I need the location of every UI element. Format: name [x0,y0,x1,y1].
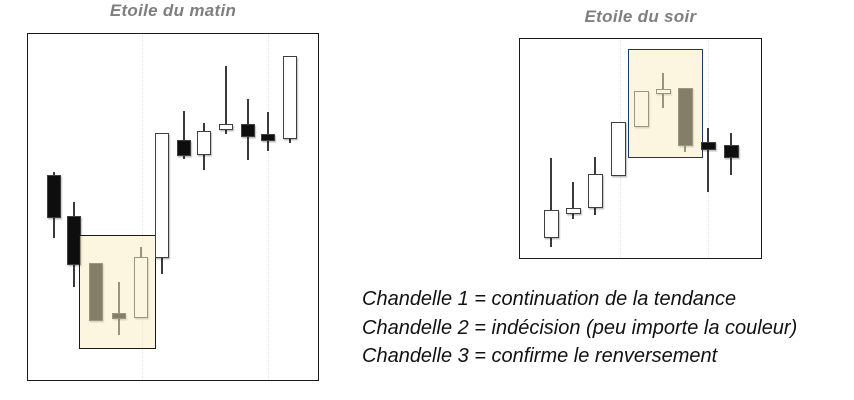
legend-line-candle-3: Chandelle 3 = confirme le renversement [362,345,718,367]
candle-wick [225,66,227,134]
gridline [268,35,269,379]
candle-body-white [197,131,211,155]
candle-body-white [587,174,603,208]
pattern-highlight-box [79,235,156,349]
candle-wick [267,112,269,151]
evening-star-chart-frame [519,38,762,259]
candle-body-white [543,210,559,238]
candle-body-black [723,145,739,158]
candle-body-white [565,208,581,214]
candle-wick [572,182,574,219]
candle-body-white [155,133,169,258]
pattern-highlight-box [628,49,703,158]
chart-title-evening-star: Etoile du soir [584,7,697,26]
candle-body-white [219,124,233,130]
candle-body-black [241,124,255,137]
candle-body-black [700,142,716,150]
candle-wick [183,111,185,159]
candle-body-black [261,134,275,141]
candle-wick [707,128,709,192]
candle-body-white [610,122,626,176]
candle-body-white [283,56,297,139]
gridline [142,35,143,379]
morning-star-chart-frame [27,33,319,381]
legend-line-candle-1: Chandelle 1 = continuation de la tendanc… [362,288,737,310]
legend-line-candle-2: Chandelle 2 = indécision (peu importe la… [362,316,798,339]
candle-body-black [47,175,61,218]
candle-body-black [177,140,191,156]
pattern-legend: Chandelle 1 = continuation de la tendanc… [362,285,797,371]
chart-title-morning-star: Etoile du matin [109,1,237,20]
candle-wick [550,158,552,247]
